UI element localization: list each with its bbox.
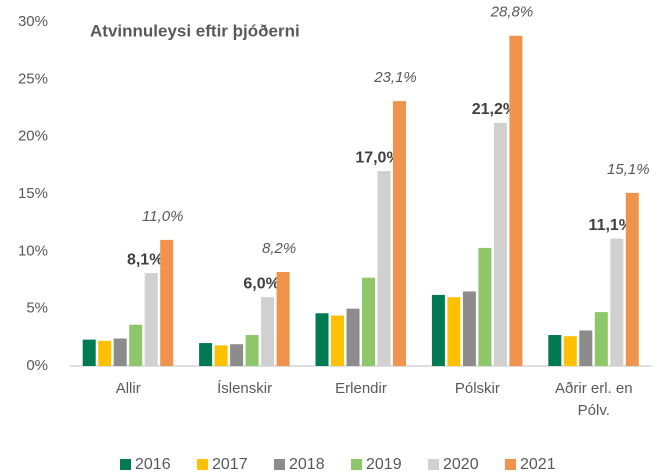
y-tick-label: 10% [18,242,48,259]
legend-swatch [351,459,362,470]
data-label: 11,0% [142,208,183,225]
y-tick-label: 20% [18,128,48,145]
bar [548,335,562,366]
x-tick-label: Pólskir [454,380,500,397]
x-tick-label: Aðrir erl. en Pólv. [555,380,633,419]
bar [509,35,523,366]
data-label: 6,0% [243,275,279,292]
bar [493,122,507,366]
chart-title: Atvinnuleysi eftir þjóðerni [90,21,300,40]
legend-swatch [274,459,285,470]
y-tick-label: 30% [18,13,48,30]
x-tick-label: Allir [115,380,141,397]
bar [377,171,391,366]
legend-label: 2016 [135,456,171,473]
bar [346,308,360,366]
bar [144,273,158,366]
bar [579,330,593,366]
bar [610,238,624,366]
data-label: 28,8% [490,4,534,21]
bar [563,336,577,366]
bar [129,324,143,366]
data-label: 23,1% [373,69,417,86]
data-label: 11,1% [589,217,633,234]
bar [331,315,344,366]
y-tick-label: 5% [26,300,48,317]
bar [113,338,127,366]
legend-swatch [505,459,516,470]
y-tick-label: 25% [18,70,48,87]
bar [431,294,445,366]
bar [261,297,275,366]
x-tick-label: Erlendir [335,380,387,397]
legend-label: 2019 [366,456,402,473]
bar [315,313,329,366]
bar [230,344,244,366]
bar [393,101,406,367]
legend-label: 2020 [443,456,479,473]
legend-label: 2017 [212,456,248,473]
bar [594,312,608,366]
legend-label: 2018 [289,456,325,473]
bar [625,192,639,366]
bar [199,343,213,366]
data-label: 21,2% [472,101,517,118]
legend-label: 2021 [520,456,556,473]
x-tick-label: Íslenskir [217,380,273,397]
bar [447,297,461,366]
y-tick-label: 0% [26,357,48,374]
legend-swatch [428,459,439,470]
bar [276,271,290,366]
bar [160,239,174,366]
data-label: 15,1% [607,161,650,178]
data-label: 8,2% [262,240,296,257]
bar [245,335,259,366]
data-label: 8,1% [127,251,163,268]
legend-swatch [197,459,208,470]
bar [82,339,96,366]
bar [362,277,375,366]
bar [98,340,112,366]
legend-swatch [120,459,131,470]
bar [478,247,492,366]
y-tick-label: 15% [18,185,48,202]
bar [462,291,476,366]
bar [214,345,228,366]
data-label: 17,0% [355,149,400,166]
